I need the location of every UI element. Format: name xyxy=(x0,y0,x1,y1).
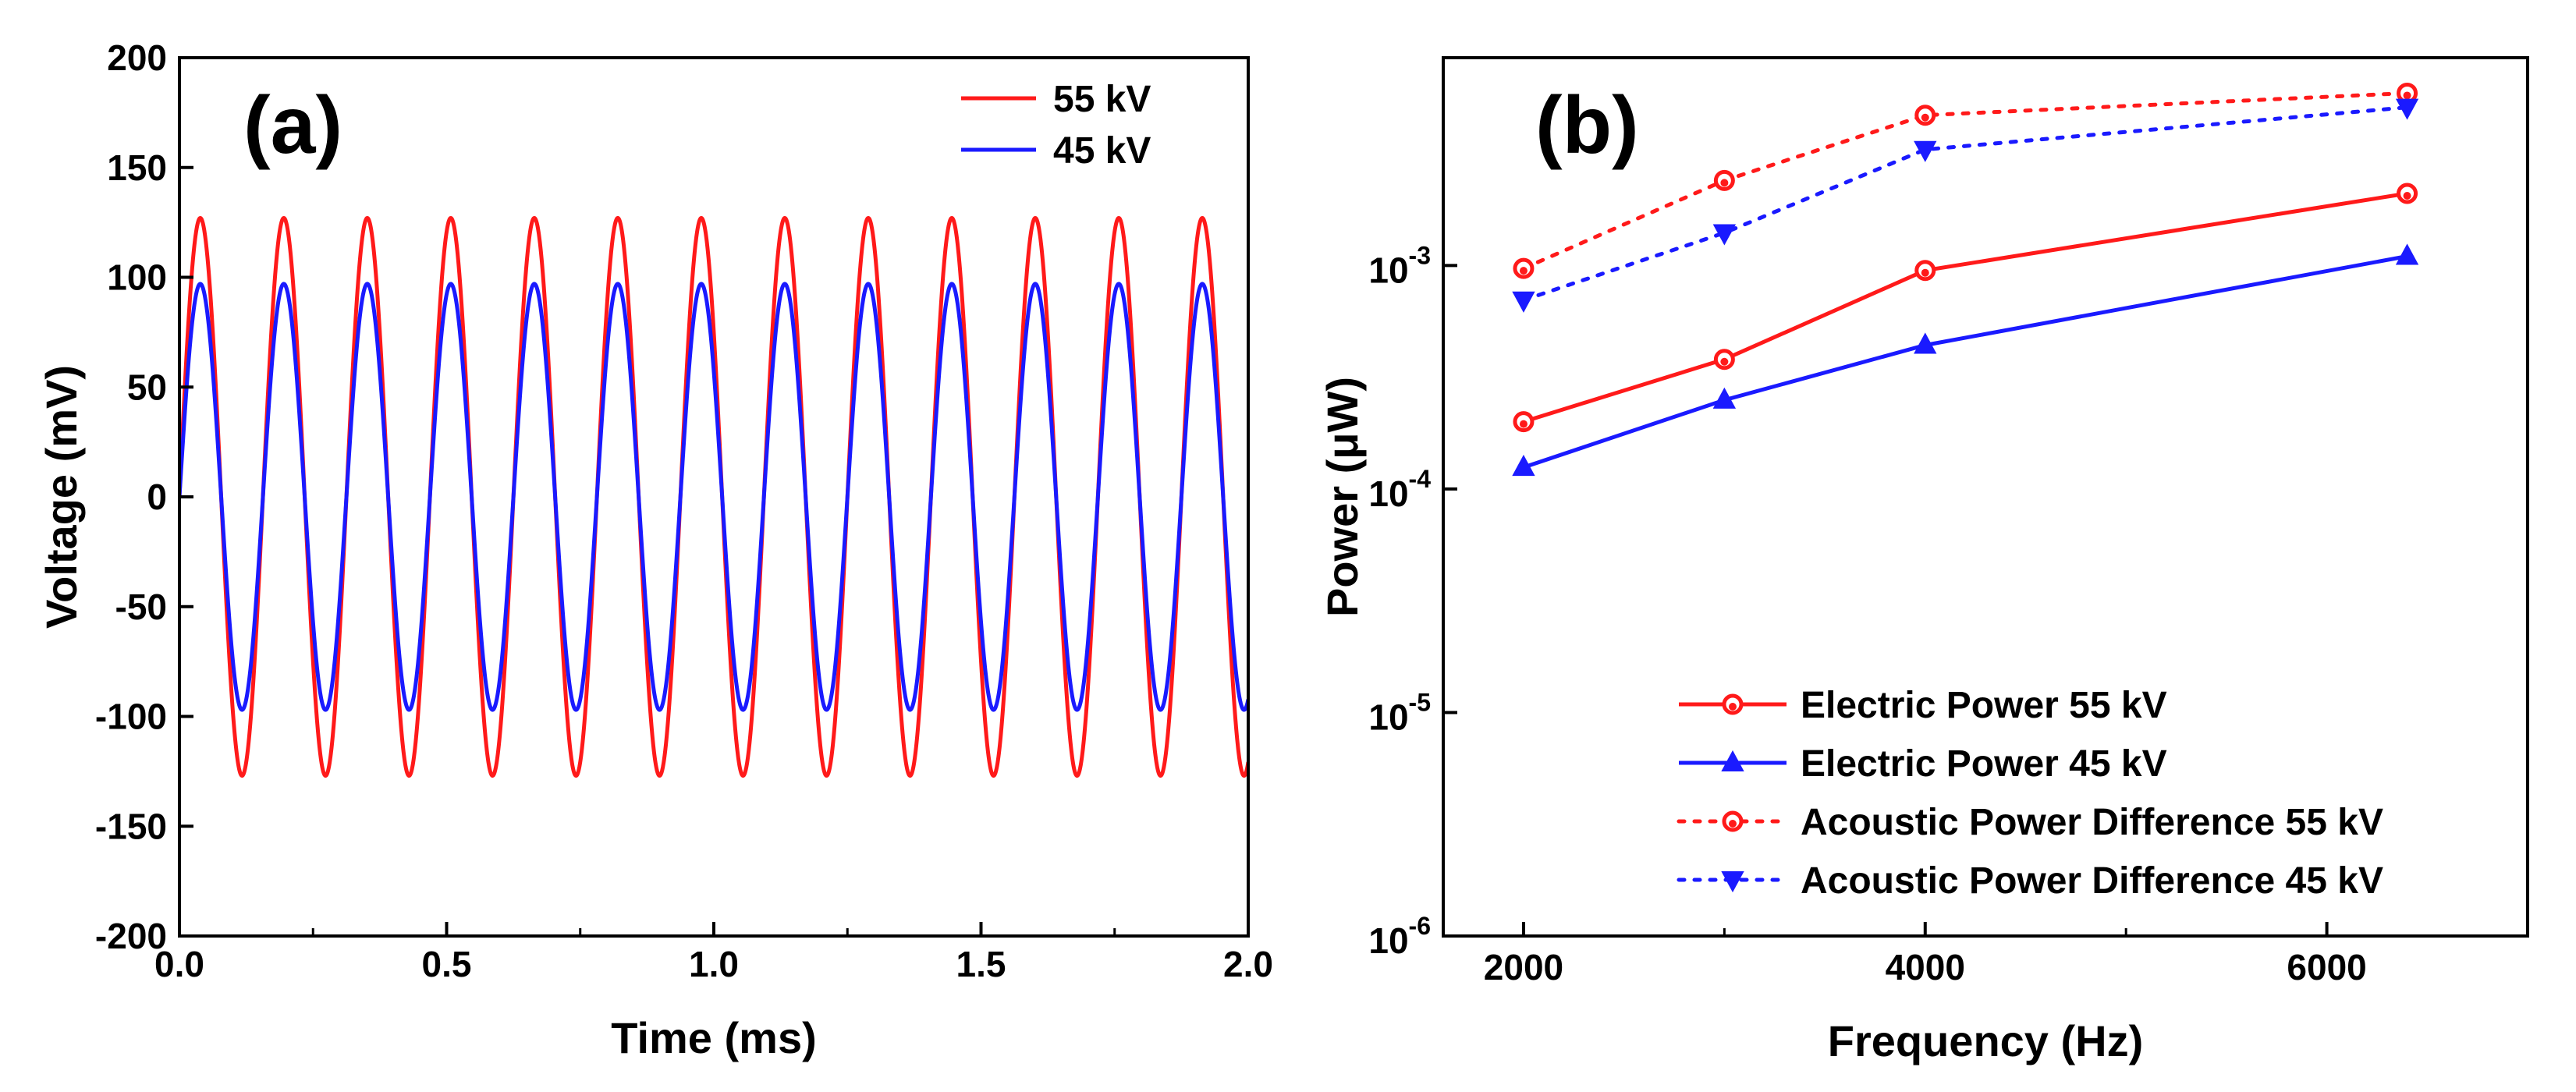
series-b-3-point-fill xyxy=(1921,113,1929,122)
x-axis-a-label: Time (ms) xyxy=(611,1013,816,1062)
y-axis-b-label: Power (μW) xyxy=(1318,377,1367,617)
y-tick-a-label: -150 xyxy=(95,806,167,846)
x-tick-a-label: 1.5 xyxy=(956,944,1006,984)
legend-a-1-label: 55 kV xyxy=(1053,79,1151,120)
series-b-2-point xyxy=(1512,455,1535,477)
series-b-3-line xyxy=(1521,90,2410,271)
series-b-1-point-fill xyxy=(1519,420,1528,428)
x-axis-b-label: Frequency (Hz) xyxy=(1828,1016,2144,1065)
plot-a-frame xyxy=(178,56,1250,938)
y-tick-a-label: -100 xyxy=(95,697,167,737)
y-tick-b-exponent: -5 xyxy=(1409,688,1431,716)
y-tick-a-label: 0 xyxy=(147,477,167,517)
series-b-4-point xyxy=(1712,224,1737,246)
y-tick-b-label: 10-5 xyxy=(1368,688,1431,737)
series-b-1-line xyxy=(1523,191,2407,424)
legend-a-2-label: 45 kV xyxy=(1053,130,1151,172)
series-b-4-point xyxy=(2395,98,2419,120)
x-tick-a-label: 0.5 xyxy=(422,944,472,984)
y-tick-a-label: -50 xyxy=(115,587,167,627)
y-axis-b-label-suffix: ) xyxy=(1318,377,1367,392)
x-tick-b-label: 6000 xyxy=(2287,947,2366,987)
y-tick-a-label: -200 xyxy=(95,916,167,956)
y-tick-b-label: 10-3 xyxy=(1368,241,1431,290)
y-tick-a-label: 200 xyxy=(107,37,167,78)
plot-b-frame xyxy=(1442,56,2529,938)
y-tick-b-base: 10 xyxy=(1368,473,1408,514)
chart-a-voltage-vs-time: 0.0 0.5 1.0 1.5 2.0 200 150 100 50 0 -50 -100 -150 -2… xyxy=(37,37,1273,1062)
legend-b-1-label: Electric Power 55 kV xyxy=(1801,685,2167,726)
legend-b-3-label: Acoustic Power Difference 55 kV xyxy=(1801,802,2383,843)
x-tick-a-label: 0.0 xyxy=(154,944,204,984)
x-tick-b-label: 2000 xyxy=(1484,947,1563,987)
legend-b-2-marker xyxy=(1721,750,1744,771)
series-b-3-point-fill xyxy=(1519,267,1528,275)
panel-a-label: (a) xyxy=(243,80,342,171)
x-tick-a-label: 1.0 xyxy=(689,944,739,984)
x-tick-b-label: 4000 xyxy=(1886,947,1965,987)
series-b-1-point-fill xyxy=(2403,191,2411,200)
y-tick-a-label: 100 xyxy=(107,257,167,298)
series-b-2-point xyxy=(2395,243,2419,265)
legend-b-4-label: Acoustic Power Difference 45 kV xyxy=(1801,860,2383,902)
series-b-4-point xyxy=(1512,291,1535,313)
series-b-2-point xyxy=(1712,387,1737,409)
y-axis-b-label-unit: μW xyxy=(1318,391,1367,459)
series-b-4-line xyxy=(1521,105,2410,303)
legend-b-3-marker-fill xyxy=(1729,820,1737,828)
y-tick-b-base: 10 xyxy=(1368,250,1408,290)
y-tick-a-label: 50 xyxy=(127,367,167,407)
y-tick-b-exponent: -3 xyxy=(1409,241,1431,269)
y-tick-b-base: 10 xyxy=(1368,697,1408,737)
legend-b-2-label: Electric Power 45 kV xyxy=(1801,743,2167,785)
x-tick-a-label: 2.0 xyxy=(1223,944,1273,984)
series-a-2-line xyxy=(179,282,1248,712)
y-tick-b-label: 10-4 xyxy=(1368,465,1431,514)
y-tick-b-base: 10 xyxy=(1368,920,1408,961)
series-b-1-point-fill xyxy=(1921,268,1929,277)
series-b-2-line xyxy=(1523,254,2408,470)
legend-b-1-marker-fill xyxy=(1729,703,1737,711)
series-b-1-point-fill xyxy=(1720,357,1729,366)
series-a-1-line xyxy=(179,215,1248,778)
y-axis-a-label: Voltage (mV) xyxy=(37,365,86,629)
panel-b-label: (b) xyxy=(1535,80,1639,171)
series-b-2-point xyxy=(1914,332,1937,354)
y-tick-a-label: 150 xyxy=(107,147,167,188)
y-tick-b-label: 10-6 xyxy=(1368,912,1431,961)
y-axis-b-label-prefix: Power ( xyxy=(1318,459,1367,617)
series-b-4-point xyxy=(1914,140,1937,162)
y-tick-b-exponent: -4 xyxy=(1409,465,1432,493)
legend-b-4-marker xyxy=(1721,871,1744,893)
series-b-3-point-fill xyxy=(1720,179,1729,187)
series-b-3-point-fill xyxy=(2403,91,2411,100)
y-tick-b-exponent: -6 xyxy=(1409,912,1431,940)
